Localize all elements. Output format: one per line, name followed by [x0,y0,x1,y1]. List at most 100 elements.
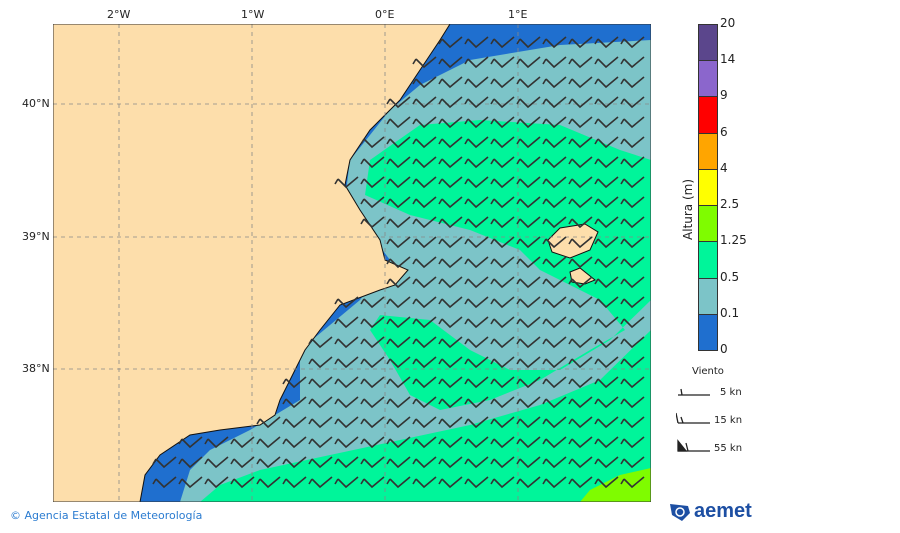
wind-barb [568,476,593,489]
wind-barb [516,356,541,369]
wind-barb [256,476,281,489]
wind-barb [542,416,567,429]
wind-barb [412,456,437,469]
wind-barb [438,376,463,389]
wind-barb [438,276,463,289]
wind-barb [282,416,307,429]
wind-barb [568,116,593,129]
wind-barb [334,296,359,309]
wind-barb [542,36,567,49]
colorbar-segment [698,241,718,279]
wind-barb [230,436,255,449]
wind-barb [542,96,567,109]
wind-barb [620,36,645,49]
wind-barb [438,436,463,449]
wind-barb [464,376,489,389]
wind-barb [620,76,645,89]
wind-barb [542,476,567,489]
lat-tick: 38°N [22,362,50,375]
wind-barb [594,336,619,349]
wind-barb [490,436,515,449]
wind-barb [308,336,333,349]
wind-barb [438,396,463,409]
wind-barb [386,136,411,149]
wind-barb [568,376,593,389]
wind-barb [490,476,515,489]
wave-height-map[interactable] [53,24,651,502]
wind-barb [386,296,411,309]
colorbar-tick: 9 [720,88,728,103]
wind-barb [464,156,489,169]
wind-barb [490,36,515,49]
wind-barb [152,456,177,469]
wind-barb [620,216,645,229]
colorbar-segment [698,132,718,170]
wind-barb [620,476,645,489]
wind-barb [490,76,515,89]
wind-barb [594,376,619,389]
wind-barb [308,396,333,409]
wind-barb [334,336,359,349]
wind-barb [542,116,567,129]
wind-barb [308,476,333,489]
wind-barb [412,396,437,409]
wind-barb [412,416,437,429]
wind-barb [490,116,515,129]
wind-barb [490,396,515,409]
wind-barb [542,136,567,149]
wind-barb [412,336,437,349]
wind-barb [282,396,307,409]
wind-barb [568,276,593,289]
colorbar-tick: 0.5 [720,269,740,284]
wind-legend-item: 55 kn [714,443,743,454]
lon-tick: 0°E [375,8,395,21]
colorbar-segment [698,60,718,98]
wind-barb [464,216,489,229]
wind-barb [516,36,541,49]
wind-barb [516,416,541,429]
colorbar-label: Altura (m) [681,178,695,240]
wind-barb [490,296,515,309]
wind-barb [594,456,619,469]
wind-barb [438,456,463,469]
wind-barb [360,456,385,469]
wind-barb [386,356,411,369]
wind-barb [568,76,593,89]
wind-barb [438,236,463,249]
wind-barb [490,176,515,189]
lat-tick: 39°N [22,230,50,243]
wind-barb [620,436,645,449]
wind-barb [464,296,489,309]
wind-barb [386,456,411,469]
aemet-logo-icon [670,503,690,521]
wind-barb [412,236,437,249]
wind-barb [360,396,385,409]
wind-barb [334,316,359,329]
wind-barb [360,216,385,229]
wind-barb [360,336,385,349]
wind-barb [516,136,541,149]
wind-barb [438,96,463,109]
wind-barb [438,476,463,489]
wind-barb [594,276,619,289]
wind-barb [568,36,593,49]
wind-barb [438,216,463,229]
wind-barb [360,416,385,429]
wind-barb [464,116,489,129]
wind-barb [412,356,437,369]
wind-barb [620,236,645,249]
wind-barb [438,176,463,189]
wind-barb [568,336,593,349]
wind-barb [516,256,541,269]
wind-barb [490,276,515,289]
wind-barb [438,116,463,129]
wind-barb [412,476,437,489]
wind-barb [568,356,593,369]
wind-barb [360,316,385,329]
wind-barb [594,136,619,149]
wind-barb [230,476,255,489]
wind-barb [464,256,489,269]
colorbar-segment [698,96,718,134]
wind-barb [334,476,359,489]
wind-barb [620,356,645,369]
